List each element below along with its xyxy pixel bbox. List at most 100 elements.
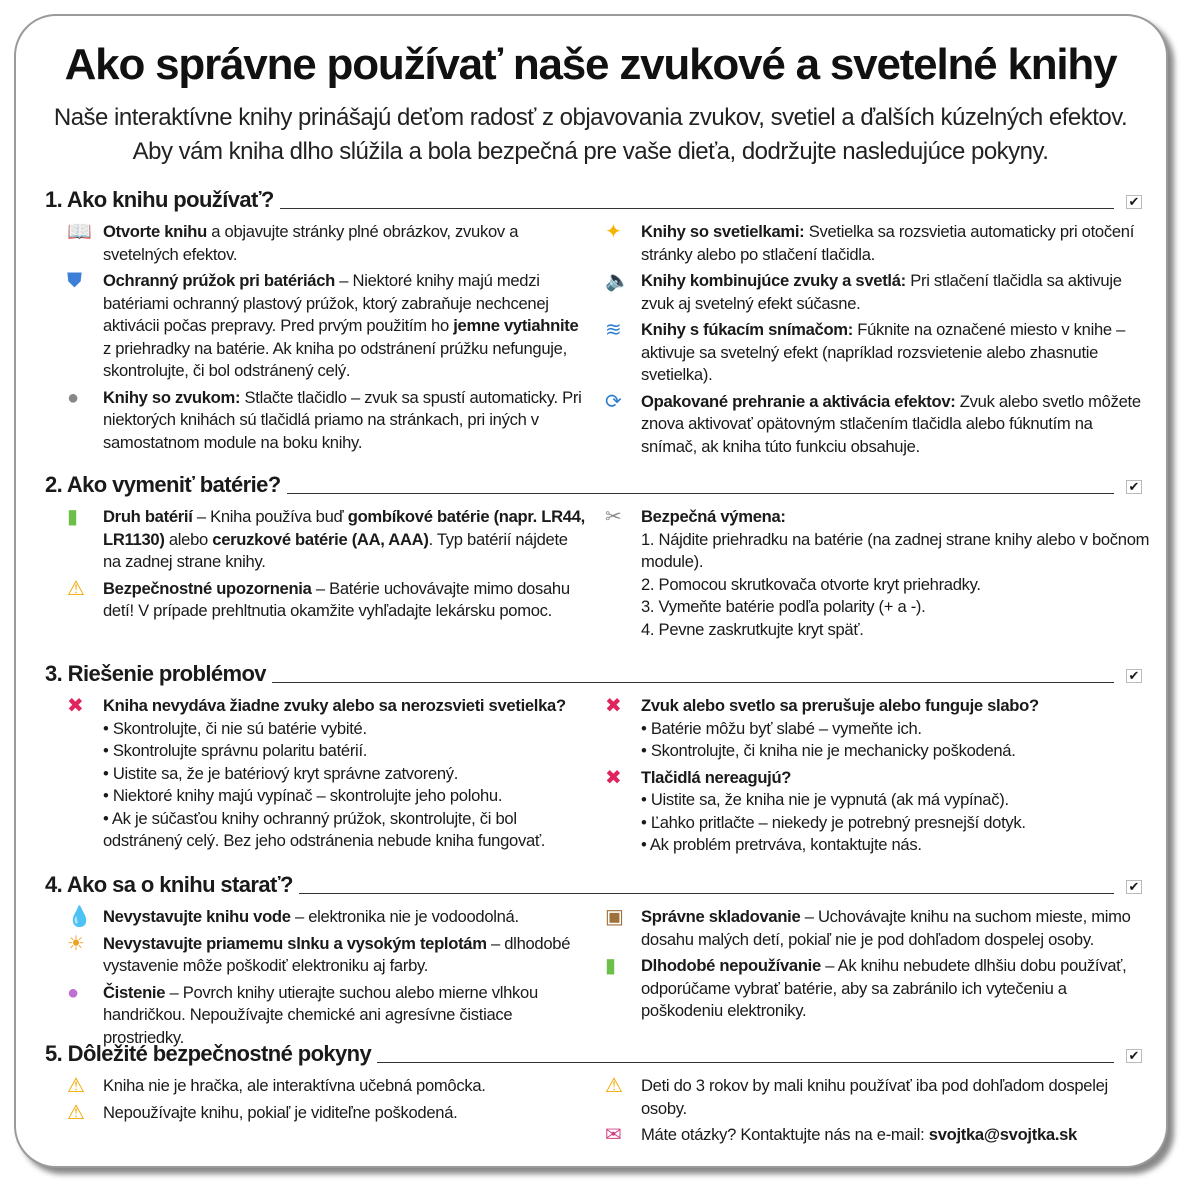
list-item: 🔈 Knihy kombinujúce zvuky a svetlá: Pri s… [605, 270, 1150, 315]
column-right: ✦ Knihy so svetielkami: Svetielka sa rozs… [605, 221, 1150, 462]
repeat-icon: ⟳ [605, 390, 622, 413]
text: Máte otázky? Kontaktujte nás na e-mail: [641, 1125, 929, 1144]
warning-icon: ⚠ [67, 1101, 85, 1124]
column-right: ✖ Zvuk alebo svetlo sa prerušuje alebo fu… [605, 695, 1150, 861]
column-left: ⚠ Kniha nie je hračka, ale interaktívna u… [67, 1075, 587, 1128]
list-item: ✖ Kniha nevydáva žiadne zvuky alebo sa ne… [67, 695, 587, 853]
list-item: ✦ Knihy so svetielkami: Svetielka sa rozs… [605, 221, 1150, 266]
list-line: 1. Nájdite priehradku na batérie (na zad… [641, 529, 1150, 572]
text: Pri stlačení tlačidla sa aktivuje zvuk a… [641, 271, 1122, 313]
subtitle-line-1: Naše interaktívne knihy prinášajú deťom … [53, 104, 1128, 131]
section-4: 4. Ako sa o knihu starať? ✔ 💧 Nevystavujte … [45, 870, 1145, 1047]
text: z priehradky na batérie. Ak kniha po ods… [103, 338, 567, 381]
list-item: 💧 Nevystavujte knihu vode – elektronika n… [67, 906, 587, 929]
sparkles-icon: ✦ [605, 221, 622, 243]
item-text: Otvorte knihu a objavujte stránky plné o… [103, 221, 587, 266]
list-line: • Skontrolujte, či kniha nie je mechanic… [641, 741, 1016, 760]
bold-text: Druh batérií [103, 507, 193, 526]
bold-text: Bezpečnostné upozornenia [103, 578, 312, 598]
warning-icon: ⚠ [67, 577, 85, 600]
list-item: ● Knihy so zvukom: Stlačte tlačidlo – zvu… [67, 387, 587, 455]
battery-icon: ▮ [605, 955, 616, 977]
speaker-bulb-icon: 🔈 [605, 270, 630, 292]
bold-text: Nevystavujte knihu vode [103, 907, 291, 926]
item-text: Ochranný prúžok pri batériách – Niektoré… [103, 270, 587, 383]
list-line: • Uistite sa, že kniha nie je vypnutá (a… [641, 790, 1009, 809]
column-right: ⚠ Deti do 3 rokov by mali knihu používať … [605, 1075, 1150, 1151]
text: Stlačte tlačidlo – zvuk sa spustí automa… [103, 387, 582, 452]
item-text: Deti do 3 rokov by mali knihu používať i… [641, 1075, 1150, 1120]
list-item: ⚠ Kniha nie je hračka, ale interaktívna u… [67, 1075, 587, 1098]
item-text: Nevystavujte priamemu slnku a vysokým te… [103, 933, 587, 978]
item-text: Druh batérií – Kniha používa buď gombíko… [103, 506, 587, 574]
bold-text: Knihy so zvukom: [103, 387, 241, 407]
list-line: 2. Pomocou skrutkovača otvorte kryt prie… [641, 574, 981, 594]
column-left: ▮ Druh batérií – Kniha používa buď gombík… [67, 506, 587, 627]
item-text: Opakované prehranie a aktivácia efektov:… [641, 391, 1150, 459]
column-right: ✂ Bezpečná výmena: 1. Nájdite priehradku n… [605, 506, 1150, 645]
divider [271, 682, 1114, 683]
list-line: • Niektoré knihy majú vypínač – skontrol… [103, 786, 503, 805]
text: Zvuk alebo svetlo môžete znova aktivovať… [641, 391, 1141, 456]
bold-text: Otvorte knihu [103, 222, 207, 241]
item-text: Tlačidlá nereagujú? [641, 767, 1150, 790]
list-line: • Skontrolujte správnu polaritu batérií. [103, 741, 368, 760]
bold-text: Dlhodobé nepoužívanie [641, 956, 821, 975]
item-text: Zvuk alebo svetlo sa prerušuje alebo fun… [641, 695, 1150, 718]
water-drops-icon: 💧 [67, 906, 92, 928]
item-text: Knihy s fúkacím snímačom: Fúknite na ozn… [641, 319, 1150, 387]
section-5: 5. Dôležité bezpečnostné pokyny ✔ ⚠ Kniha n… [45, 1039, 1145, 1146]
checkbox-checked-icon: ✔ [1126, 1049, 1142, 1063]
list-item: ● Čistenie – Povrch knihy utierajte sucho… [67, 982, 587, 1050]
subtitle-line-2: Aby vám kniha dlho slúžila a bola bezpeč… [132, 138, 1049, 165]
bold-text: Knihy so svetielkami: [641, 222, 805, 241]
item-text: Nevystavujte knihu vode – elektronika ni… [103, 906, 587, 929]
list-line: • Ľahko pritlačte – niekedy je potrebný … [641, 812, 1026, 832]
section-3: 3. Riešenie problémov ✔ ✖ Kniha nevydáva ži… [45, 659, 1145, 854]
item-text: Nepoužívajte knihu, pokiaľ je viditeľne … [103, 1102, 587, 1125]
item-text: Kniha nevydáva žiadne zvuky alebo sa ner… [103, 695, 587, 718]
list-item: ✉ Máte otázky? Kontaktujte nás na e-mail:… [605, 1124, 1150, 1147]
sponge-icon: ● [67, 981, 79, 1004]
cross-icon: ✖ [67, 695, 84, 717]
hot-face-icon: ☀ [67, 932, 85, 955]
book-icon: 📖 [67, 221, 92, 243]
item-text: Čistenie – Povrch knihy utierajte suchou… [103, 982, 587, 1050]
bold-text: Tlačidlá nereagujú? [641, 767, 792, 787]
package-icon: ▣ [605, 906, 624, 928]
list-item: ⟳ Opakované prehranie a aktivácia efektov… [605, 391, 1150, 459]
list-item: ⚠ Deti do 3 rokov by mali knihu používať … [605, 1075, 1150, 1120]
battery-icon: ▮ [67, 506, 78, 528]
text: – Kniha používa buď [192, 507, 348, 526]
column-left: 💧 Nevystavujte knihu vode – elektronika n… [67, 906, 587, 1053]
item-text: Dlhodobé nepoužívanie – Ak knihu nebudet… [641, 955, 1150, 1023]
list-item: ✖ Zvuk alebo svetlo sa prerušuje alebo fu… [605, 695, 1150, 763]
list-item: ▣ Správne skladovanie – Uchovávajte knihu… [605, 906, 1150, 951]
item-text: Knihy kombinujúce zvuky a svetlá: Pri st… [641, 270, 1150, 315]
text: – Batérie uchovávajte mimo dosahu detí! … [103, 578, 570, 621]
section-header: 4. Ako sa o knihu starať? ✔ [45, 870, 1145, 898]
list-item: ≋ Knihy s fúkacím snímačom: Fúknite na oz… [605, 319, 1150, 387]
text: – dlhodobé vystavenie môže poškodiť elek… [103, 933, 571, 976]
checkbox-checked-icon: ✔ [1126, 480, 1142, 494]
list-line: 4. Pevne zaskrutkujte kryt späť. [641, 619, 864, 639]
text: – Ak knihu nebudete dlhšiu dobu používať… [641, 956, 1127, 1020]
bold-text: ceruzkové batérie (AA, AAA) [212, 529, 429, 549]
bold-text: Kniha nevydáva žiadne zvuky alebo sa ner… [103, 696, 566, 715]
item-text: Bezpečnostné upozornenia – Batérie uchov… [103, 578, 587, 623]
list-item: 📖 Otvorte knihu a objavujte stránky plné … [67, 221, 587, 266]
section-title: 2. Ako vymeniť batérie? [45, 472, 281, 497]
column-right: ▣ Správne skladovanie – Uchovávajte knihu… [605, 906, 1150, 1027]
bold-text: Bezpečná výmena: [641, 507, 786, 526]
cross-icon: ✖ [605, 766, 622, 789]
list-item: ✖ Tlačidlá nereagujú? • Uistite sa, že kni… [605, 767, 1150, 857]
section-1: 1. Ako knihu používať? ✔ 📖 Otvorte knihu a … [45, 185, 1145, 456]
list-line: 3. Vymeňte batérie podľa polarity (+ a -… [641, 597, 926, 616]
section-title: 4. Ako sa o knihu starať? [45, 872, 293, 897]
list-item: ⚠ Bezpečnostné upozornenia – Batérie ucho… [67, 578, 587, 623]
bold-text: Zvuk alebo svetlo sa prerušuje alebo fun… [641, 696, 1039, 715]
section-header: 5. Dôležité bezpečnostné pokyny ✔ [45, 1039, 1145, 1067]
divider [298, 893, 1114, 894]
button-icon: ● [67, 386, 79, 409]
checkbox-checked-icon: ✔ [1126, 880, 1142, 894]
